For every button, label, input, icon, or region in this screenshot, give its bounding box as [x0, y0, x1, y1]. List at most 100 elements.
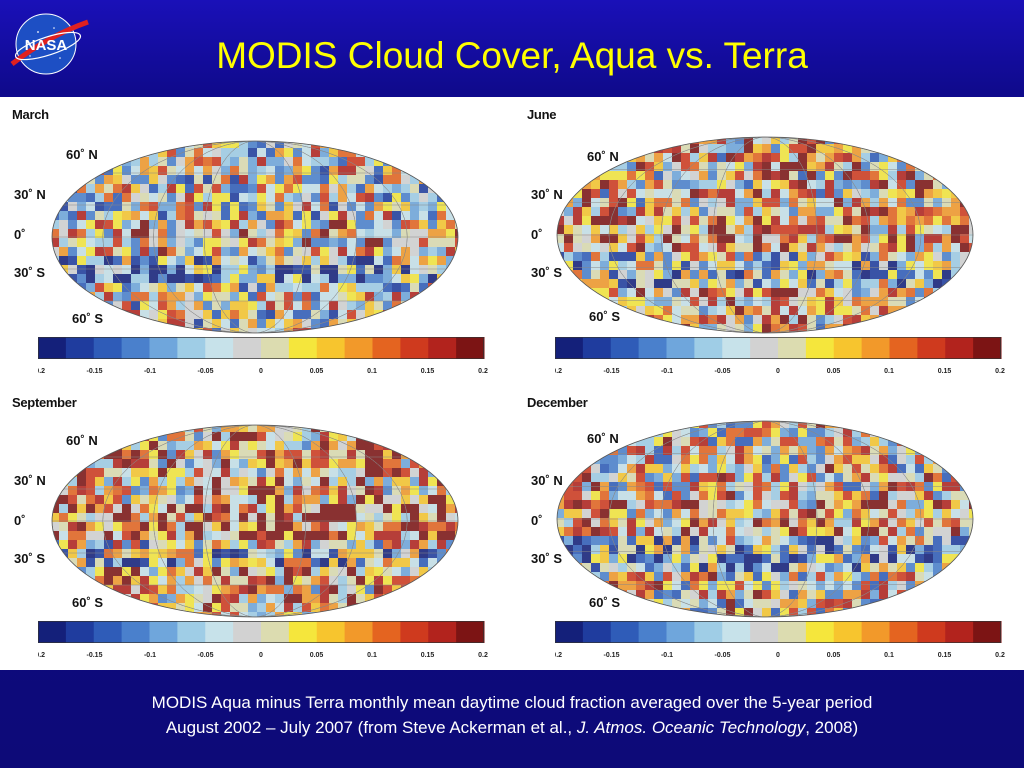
map-cell [320, 450, 329, 459]
map-cell [410, 247, 419, 256]
map-cell [113, 425, 122, 432]
map-cell [969, 198, 973, 207]
map-cell [798, 545, 807, 554]
map-cell [807, 464, 816, 473]
map-cell [329, 585, 338, 594]
map-cell [843, 137, 852, 144]
map-cell [158, 265, 167, 274]
map-cell [690, 153, 699, 162]
nasa-logo-text: NASA [25, 37, 68, 54]
map-cell [329, 612, 338, 617]
map-cell [843, 473, 852, 482]
map-cell [690, 581, 699, 590]
map-cell [564, 261, 573, 270]
map-cell [843, 446, 852, 455]
map-cell [194, 256, 203, 265]
map-cell [942, 491, 951, 500]
map-cell [167, 522, 176, 531]
map-cell [95, 328, 104, 333]
map-cell [122, 211, 131, 220]
map-cell [68, 450, 77, 459]
map-cell [266, 585, 275, 594]
map-cell [77, 157, 86, 166]
map-cell [176, 450, 185, 459]
map-cell [627, 279, 636, 288]
map-cell [771, 180, 780, 189]
map-cell [969, 137, 973, 144]
map-cell [248, 301, 257, 310]
map-cell [582, 216, 591, 225]
map-cell [185, 166, 194, 175]
map-cell [591, 297, 600, 306]
map-cell [557, 261, 564, 270]
map-cell [284, 459, 293, 468]
map-cell [167, 468, 176, 477]
map-cell [311, 184, 320, 193]
map-cell [798, 252, 807, 261]
map-cell [302, 283, 311, 292]
map-cell [437, 540, 446, 549]
map-cell [798, 421, 807, 428]
map-cell [906, 279, 915, 288]
map-cell [798, 428, 807, 437]
map-cell [582, 324, 591, 333]
map-cell [924, 288, 933, 297]
map-cell [320, 319, 329, 328]
colorbar-swatch [149, 337, 178, 359]
map-cell [960, 491, 969, 500]
map-cell [744, 288, 753, 297]
map-cell [320, 441, 329, 450]
map-cell [960, 252, 969, 261]
map-cell [879, 225, 888, 234]
map-cell [257, 328, 266, 333]
map-cell [68, 531, 77, 540]
map-cell [951, 153, 960, 162]
graticule-meridian [712, 421, 818, 617]
map-cell [789, 590, 798, 599]
map-cell [302, 432, 311, 441]
map-cell [681, 180, 690, 189]
map-cell [194, 202, 203, 211]
map-cell [86, 229, 95, 238]
map-cell [672, 464, 681, 473]
map-cell [708, 536, 717, 545]
map-cell [636, 545, 645, 554]
colorbar-swatch [610, 621, 640, 643]
map-cell [906, 225, 915, 234]
map-cell [825, 545, 834, 554]
map-cell [347, 157, 356, 166]
map-cell [618, 225, 627, 234]
map-cell [419, 450, 428, 459]
map-cell [77, 310, 86, 319]
map-cell [582, 225, 591, 234]
map-cell [158, 486, 167, 495]
map-cell [140, 450, 149, 459]
map-cell [924, 315, 933, 324]
map-cell [879, 428, 888, 437]
map-cell [735, 437, 744, 446]
map-cell [68, 141, 77, 148]
map-cell [942, 297, 951, 306]
map-cell [834, 153, 843, 162]
map-cell [681, 243, 690, 252]
map-cell [969, 261, 973, 270]
map-cell [392, 319, 401, 328]
map-cell [293, 531, 302, 540]
map-cell [356, 513, 365, 522]
map-cell [780, 279, 789, 288]
map-cell [428, 441, 437, 450]
map-cell [392, 567, 401, 576]
map-cell [185, 310, 194, 319]
map-cell [753, 234, 762, 243]
map-cell [446, 495, 455, 504]
map-cell [320, 283, 329, 292]
map-cell [753, 563, 762, 572]
map-cell [564, 225, 573, 234]
map-cell [933, 491, 942, 500]
map-cell [789, 137, 798, 144]
colorbar-swatch [973, 621, 1002, 643]
map-cell [870, 324, 879, 333]
map-cell [807, 473, 816, 482]
map-cell [825, 270, 834, 279]
map-cell [699, 509, 708, 518]
